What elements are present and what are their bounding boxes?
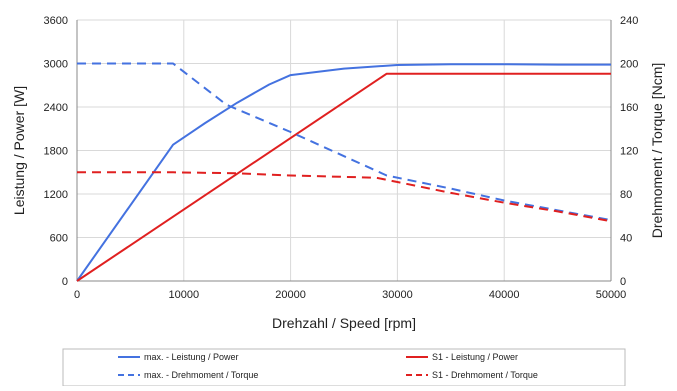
- y-right-tick-label: 120: [620, 146, 638, 158]
- x-tick-label: 0: [74, 289, 80, 301]
- legend-label: S1 - Leistung / Power: [432, 352, 518, 362]
- x-tick-label: 10000: [169, 289, 200, 301]
- y-left-tick-label: 600: [50, 233, 68, 245]
- y-axis-left-title: Leistung / Power [W]: [11, 86, 27, 215]
- series-line: [77, 62, 612, 222]
- series-line: [76, 63, 611, 282]
- legend-label: max. - Drehmoment / Torque: [144, 370, 258, 380]
- y-left-tick-label: 0: [62, 276, 68, 288]
- legend-label: max. - Leistung / Power: [144, 352, 239, 362]
- y-right-tick-label: 160: [620, 102, 638, 114]
- grid: [76, 19, 612, 282]
- y-right-tick-label: 80: [620, 189, 632, 201]
- y-axis-right-title: Drehmoment / Torque [Ncm]: [649, 63, 665, 239]
- tick-labels: 0 10000 20000 30000 40000 5000006001200180024…: [44, 15, 639, 301]
- x-tick-label: 50000: [596, 289, 627, 301]
- y-left-tick-label: 1800: [44, 146, 68, 158]
- legend: max. - Leistung / Power S1 - Leistung / P…: [62, 348, 626, 387]
- x-tick-label: 20000: [275, 289, 306, 301]
- series-line: [76, 72, 611, 282]
- y-right-tick-label: 240: [620, 15, 638, 27]
- y-left-tick-label: 3600: [44, 15, 68, 27]
- x-tick-label: 40000: [489, 289, 520, 301]
- legend-box: [62, 348, 626, 387]
- y-right-tick-label: 200: [620, 59, 638, 71]
- x-tick-label: 30000: [382, 289, 413, 301]
- y-right-tick-label: 0: [620, 276, 626, 288]
- y-left-tick-label: 1200: [44, 189, 68, 201]
- y-left-tick-label: 3000: [44, 59, 68, 71]
- y-left-tick-label: 2400: [44, 102, 68, 114]
- axis-titles: Drehzahl / Speed [rpm] Leistung / Power …: [11, 63, 665, 331]
- y-right-tick-label: 40: [620, 233, 632, 245]
- legend-label: S1 - Drehmoment / Torque: [432, 370, 538, 380]
- series-line: [77, 171, 612, 223]
- series: [76, 62, 612, 282]
- x-axis-title: Drehzahl / Speed [rpm]: [272, 315, 416, 331]
